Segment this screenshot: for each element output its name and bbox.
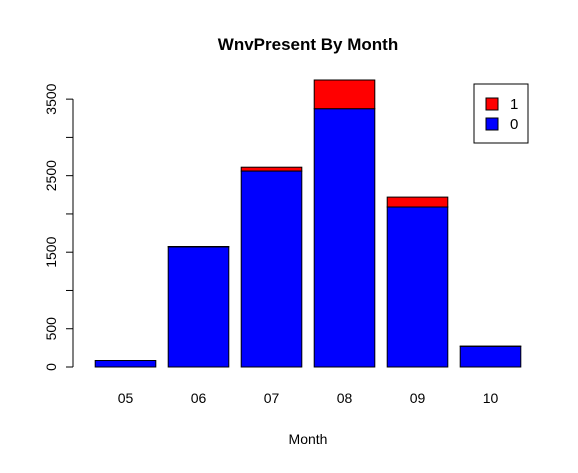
bar-07-series-0 (241, 171, 302, 367)
bar-06-series-0 (168, 247, 229, 367)
bar-05-series-0 (95, 361, 156, 368)
x-tick-label: 10 (483, 390, 499, 406)
x-tick-label: 05 (118, 390, 134, 406)
bars-group (95, 80, 521, 367)
bar-08-series-1 (314, 80, 375, 109)
x-axis: 05 06 07 08 09 10 (118, 390, 499, 406)
y-tick-label: 1500 (43, 236, 59, 267)
bar-07-series-1 (241, 167, 302, 171)
legend-swatch-0 (486, 118, 498, 130)
legend: 10 (474, 84, 528, 143)
legend-swatch-1 (486, 98, 498, 110)
legend-box (474, 84, 528, 143)
y-tick-label: 3500 (43, 83, 59, 114)
bar-08-series-0 (314, 109, 375, 367)
y-tick-label: 500 (43, 317, 59, 341)
bar-10-series-0 (460, 346, 521, 367)
y-tick-label: 0 (43, 363, 59, 371)
x-tick-label: 09 (410, 390, 426, 406)
y-axis: 0 500 1500 2500 3500 (43, 83, 73, 371)
bar-09-series-1 (387, 197, 448, 207)
x-tick-label: 08 (337, 390, 353, 406)
x-tick-label: 06 (191, 390, 207, 406)
legend-label-1: 1 (510, 96, 518, 113)
legend-label-0: 0 (510, 116, 518, 133)
x-tick-label: 07 (264, 390, 280, 406)
chart-title: WnvPresent By Month (218, 35, 398, 54)
x-axis-label: Month (289, 431, 328, 447)
y-tick-label: 2500 (43, 160, 59, 191)
bar-09-series-0 (387, 207, 448, 367)
